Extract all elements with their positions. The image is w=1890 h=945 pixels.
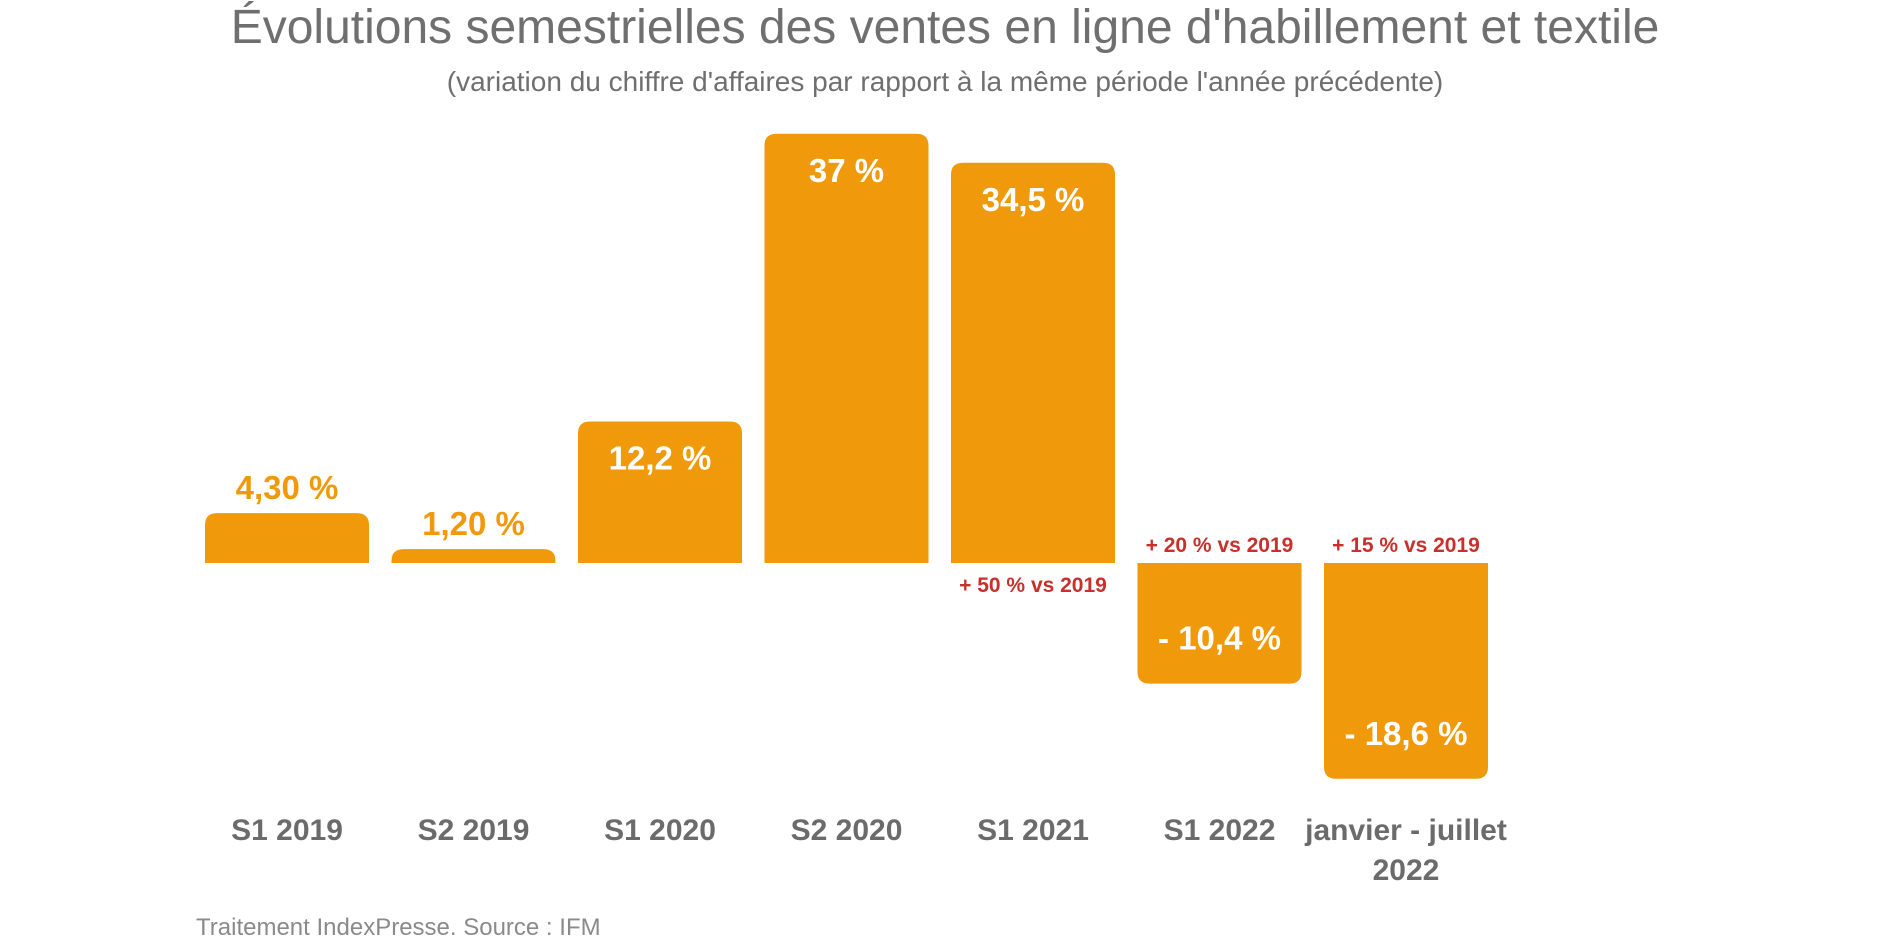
category-label-6: S1 2022 xyxy=(1164,814,1276,847)
annotation-3: + 15 % vs 2019 xyxy=(1332,534,1480,557)
category-label-1: S1 2019 xyxy=(231,814,343,847)
bars-layer xyxy=(205,133,1488,779)
category-label-2: S2 2019 xyxy=(418,814,530,847)
categories-layer: S1 2019 S2 2019 S1 2020 S2 2020 S1 2021 S1 20… xyxy=(231,814,1507,887)
bar-2 xyxy=(391,549,556,563)
bar-3 xyxy=(578,421,742,563)
category-label-5: S1 2021 xyxy=(977,814,1089,847)
bar-6 xyxy=(1137,563,1302,684)
category-label-7-line-1: janvier - juillet xyxy=(1304,814,1507,847)
category-label-4: S2 2020 xyxy=(791,814,903,847)
category-label-7-line-2: 2022 xyxy=(1373,854,1440,887)
data-label-4: 37 % xyxy=(809,152,884,189)
data-label-3: 12,2 % xyxy=(609,439,712,476)
data-label-2: 1,20 % xyxy=(422,505,525,542)
chart-title: Évolutions semestrielles des ventes en l… xyxy=(231,1,1660,54)
data-label-6: - 10,4 % xyxy=(1158,620,1281,657)
bar-7 xyxy=(1324,563,1488,779)
category-label-3: S1 2020 xyxy=(604,814,716,847)
annotation-1: + 50 % vs 2019 xyxy=(959,574,1107,597)
notes-layer: + 50 % vs 2019 + 20 % vs 2019 + 15 % vs 20… xyxy=(959,534,1480,597)
chart-subtitle: (variation du chiffre d'affaires par rap… xyxy=(447,66,1443,97)
annotation-2: + 20 % vs 2019 xyxy=(1146,534,1294,557)
data-label-1: 4,30 % xyxy=(236,469,339,506)
bar-1 xyxy=(205,513,369,563)
labels-layer: 4,30 % 1,20 % 12,2 % 37 % 34,5 % - 10,4 % - 18… xyxy=(236,152,1468,752)
data-label-7: - 18,6 % xyxy=(1345,715,1468,752)
bar-5 xyxy=(951,162,1115,564)
bar-4 xyxy=(764,133,929,564)
data-label-5: 34,5 % xyxy=(982,181,1085,218)
source-note: Traitement IndexPresse. Source : IFM xyxy=(196,914,601,941)
